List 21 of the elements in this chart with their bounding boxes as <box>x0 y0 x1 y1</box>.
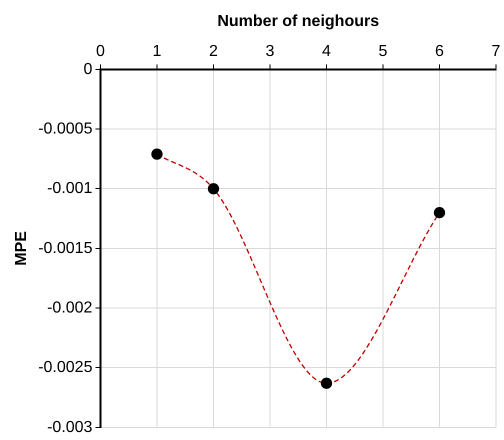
x-tick-label: 7 <box>492 43 501 60</box>
y-tick-label: -0.002 <box>47 299 93 316</box>
point <box>208 183 220 194</box>
y-axis-title: MPE <box>13 230 30 266</box>
x-axis-title: Number of neighours <box>217 13 380 30</box>
point <box>434 206 446 218</box>
x-tick-label: 2 <box>209 43 218 60</box>
y-tick-label: -0.0005 <box>38 120 93 138</box>
point <box>151 148 163 160</box>
y-tick-label: -0.003 <box>47 418 93 436</box>
x-tick-label: 3 <box>266 43 275 60</box>
y-tick-label: -0.001 <box>47 180 93 198</box>
x-tick-label: 0 <box>96 43 106 60</box>
x-tick-label: 6 <box>435 43 444 60</box>
y-tick-label: -0.0015 <box>38 240 93 257</box>
x-tick-label: 1 <box>152 43 162 60</box>
y-tick-label: -0.0025 <box>38 359 93 376</box>
x-tick-label: 5 <box>378 43 388 60</box>
y-tick-label: 0 <box>84 60 93 78</box>
point <box>320 378 332 389</box>
x-tick-label: 4 <box>322 43 332 60</box>
